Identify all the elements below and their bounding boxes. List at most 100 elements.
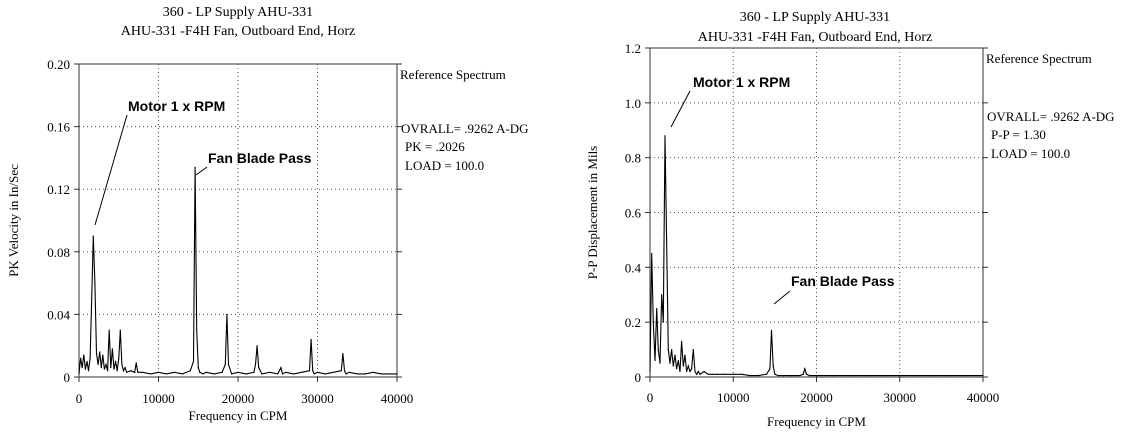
spectrum-point [142,371,144,373]
spectrum-point [83,354,85,356]
spectrum-point [78,373,80,375]
spectrum-point [137,371,139,373]
spectrum-point [135,362,137,364]
y-tick-label: 0.12 [47,182,70,197]
chart-subtitle: AHU-331 -F4H Fan, Outboard End, Horz [121,24,355,39]
spectrum-point [285,371,287,373]
spectrum-point [686,370,688,373]
spectrum-point [667,348,669,351]
spectrum-point [157,371,160,373]
spectrum-point [226,313,228,315]
x-tick-label: 10000 [142,391,175,406]
chart-panel-1: 360 - LP Supply AHU-331 AHU-331 -F4H Fan,… [6,5,529,423]
spectrum-point [343,370,346,372]
spectrum-point [965,375,967,377]
spectrum-point [293,373,295,375]
spectrum-point [782,375,784,377]
spectrum-point [724,373,726,375]
chart-panel-2: 360 - LP Supply AHU-331 AHU-331 -F4H Fan,… [585,10,1115,429]
spectrum-point [113,368,115,370]
spectrum-point [121,363,123,366]
y-tick-label: 1.2 [625,41,641,56]
spectrum-point [770,329,773,331]
y-tick-label: 0.20 [47,57,70,72]
spectrum-point [662,321,664,323]
spectrum-trace [649,135,983,377]
spectrum-point [281,373,284,375]
spectrum-point [652,321,654,323]
x-tick-label: 20000 [800,390,833,405]
spectrum-point [102,354,104,356]
x-axis-label: Frequency in CPM [767,414,866,429]
spectrum-point [804,368,806,370]
spectrum-point [108,329,110,331]
y-axis-label: P-P Displacement in Mils [585,146,600,280]
spectrum-point [697,370,699,373]
reference-spectrum-heading: Reference Spectrum [986,51,1092,66]
spectrum-point [672,365,674,367]
spectrum-point [832,375,834,377]
spectrum-point [677,359,679,362]
spectrum-point [199,371,201,373]
spectrum-point [124,367,126,369]
spectrum-point [949,375,951,377]
side-panel-line: P-P = 1.30 [991,127,1046,142]
spectrum-point [345,373,347,375]
spectrum-point [99,351,101,353]
spectrum-point [765,373,768,375]
spectrum-point [312,370,314,372]
spectrum-point [100,367,102,369]
spectrum-point [213,373,215,375]
x-tick-label: 40000 [967,390,1000,405]
spectrum-point [774,373,776,375]
spectrum-point [114,360,117,362]
annotation-leader-line [773,290,791,305]
spectrum-point [258,367,260,369]
y-tick-label: 1.0 [625,96,641,111]
spectrum-point [388,373,390,375]
x-tick-label: 30000 [884,390,917,405]
spectrum-point [676,368,678,370]
spectrum-point [245,373,247,375]
spectrum-point [899,375,901,377]
spectrum-point [103,368,106,370]
spectrum-point [932,375,934,377]
spectrum-point [666,239,668,241]
x-tick-label: 10000 [717,390,750,405]
spectrum-point [87,370,90,372]
spectrum-point [696,373,698,375]
spectrum-point [372,371,374,373]
spectrum-point [332,371,334,373]
spectrum-point [181,373,183,375]
spectrum-trace [78,167,397,375]
spectrum-point [657,348,659,351]
spectrum-point [280,367,282,369]
spectrum-point [110,367,112,369]
side-panel-line: PK = .2026 [405,139,465,154]
spectrum-point [189,370,191,372]
spectrum-point [716,373,718,375]
spectrum-point [97,363,99,366]
peak-annotation: Motor 1 x RPM [128,98,225,114]
spectrum-point [202,373,204,375]
spectrum-point [694,370,696,373]
spectrum-point [915,375,918,377]
spectrum-point [165,373,168,375]
spectrum-point [95,352,98,355]
spectrum-point [269,371,271,373]
chart-subtitle: AHU-331 -F4H Fan, Outboard End, Horz [698,30,932,45]
spectrum-point [671,348,673,351]
side-panel-line: LOAD = 100.0 [405,158,484,173]
side-panel-line: LOAD = 100.0 [991,146,1070,161]
spectrum-point [256,345,258,347]
spectrum-point [809,375,811,377]
spectrum-point [224,363,226,366]
spectrum-point [261,373,263,375]
spectrum-point [805,373,808,375]
spectrum-point [205,371,207,373]
spectrum-point [684,354,686,356]
spectrum-point [316,371,319,373]
spectrum-point [772,365,774,367]
spectrum-point [227,363,230,366]
spectrum-point [669,362,671,364]
